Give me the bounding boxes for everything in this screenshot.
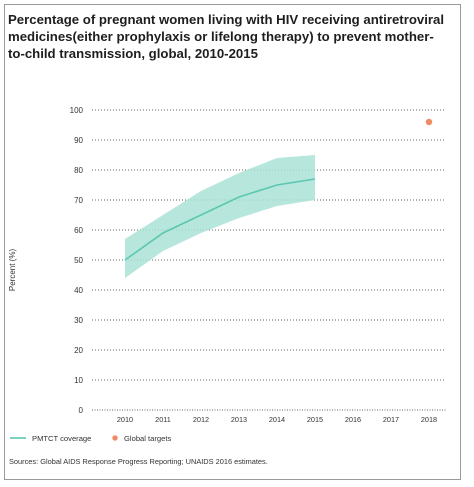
x-tick-label: 2018 bbox=[421, 415, 437, 424]
y-tick-label: 100 bbox=[70, 106, 84, 115]
legend-label-targets: Global targets bbox=[124, 434, 171, 443]
x-tick-label: 2017 bbox=[383, 415, 399, 424]
y-tick-label: 40 bbox=[74, 286, 83, 295]
x-tick-label: 2016 bbox=[345, 415, 361, 424]
y-tick-label: 50 bbox=[74, 256, 83, 265]
series-marks bbox=[124, 118, 433, 278]
y-axis-label: Percent (%) bbox=[8, 249, 17, 292]
y-tick-label: 10 bbox=[74, 376, 83, 385]
y-tick-label: 20 bbox=[74, 346, 83, 355]
x-tick-label: 2010 bbox=[117, 415, 133, 424]
x-tick-label: 2013 bbox=[231, 415, 247, 424]
x-tick-label: 2015 bbox=[307, 415, 323, 424]
x-tick-label: 2012 bbox=[193, 415, 209, 424]
x-tick-label: 2014 bbox=[269, 415, 285, 424]
gridlines bbox=[92, 109, 446, 411]
x-tick-label: 2011 bbox=[155, 415, 171, 424]
chart-frame bbox=[4, 4, 461, 480]
pmtct-coverage-line bbox=[124, 178, 316, 261]
y-tick-label: 0 bbox=[79, 406, 84, 415]
legend: PMTCT coverage Global targets bbox=[10, 434, 171, 443]
y-tick-label: 90 bbox=[74, 136, 83, 145]
chart-title: Percentage of pregnant women living with… bbox=[8, 12, 445, 61]
global-target-point bbox=[425, 118, 433, 126]
uncertainty-band bbox=[125, 155, 315, 278]
source-note: Sources: Global AIDS Response Progress R… bbox=[9, 457, 268, 466]
y-tick-label: 80 bbox=[74, 166, 83, 175]
y-tick-labels: 0 10 20 30 40 50 60 70 80 90 100 bbox=[70, 106, 84, 415]
x-tick-labels: 2010 2011 2012 2013 2014 2015 2016 2017 2018 bbox=[117, 415, 437, 424]
y-tick-label: 70 bbox=[74, 196, 83, 205]
y-tick-label: 60 bbox=[74, 226, 83, 235]
y-tick-label: 30 bbox=[74, 316, 83, 325]
legend-label-pmtct: PMTCT coverage bbox=[32, 434, 91, 443]
legend-swatch-targets bbox=[112, 435, 118, 441]
